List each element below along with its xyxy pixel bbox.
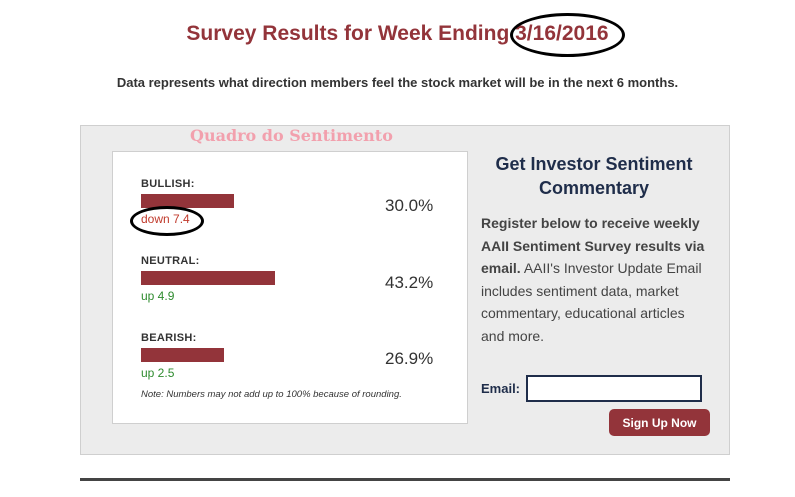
bearish-bar [141,348,224,362]
bottom-divider [80,478,730,481]
rounding-note: Note: Numbers may not add up to 100% bec… [141,389,402,400]
neutral-change: up 4.9 [141,289,175,303]
overlay-caption: Quadro do Sentimento [190,126,393,145]
bearish-percent: 26.9% [385,349,434,368]
bullish-percent: 30.0% [385,196,434,215]
title-date: 3/16/2016 [510,13,626,57]
title-prefix: Survey Results for Week Ending [186,22,516,45]
bullish-bar [141,194,234,208]
neutral-percent: 43.2% [385,273,434,292]
bearish-row: BEARISH: up 2.5 [141,332,224,380]
sign-up-button[interactable]: Sign Up Now [609,409,710,436]
bullish-change: down 7.4 [141,212,190,226]
neutral-row: NEUTRAL: up 4.9 [141,255,275,303]
email-input[interactable] [526,375,702,402]
title-date-text: 3/16/2016 [515,22,609,45]
page-subtitle: Data represents what direction members f… [116,75,679,90]
bearish-change: up 2.5 [141,366,175,380]
page-title: Survey Results for Week Ending 3/16/2016 [0,13,795,57]
signup-description: Register below to receive weekly AAII Se… [481,212,711,347]
neutral-bar [141,271,275,285]
email-label: Email: [481,381,521,396]
bearish-label: BEARISH: [141,332,197,344]
signup-title: Get Investor Sentiment Commentary [495,154,693,198]
signup-description-bold: Register below to receive weekly AAII Se… [481,215,705,276]
bullish-row: BULLISH: down 7.4 [141,178,234,226]
neutral-label: NEUTRAL: [141,255,200,267]
signup-description-rest: AAII's Investor Update Email includes se… [481,260,702,344]
bullish-label: BULLISH: [141,178,195,190]
